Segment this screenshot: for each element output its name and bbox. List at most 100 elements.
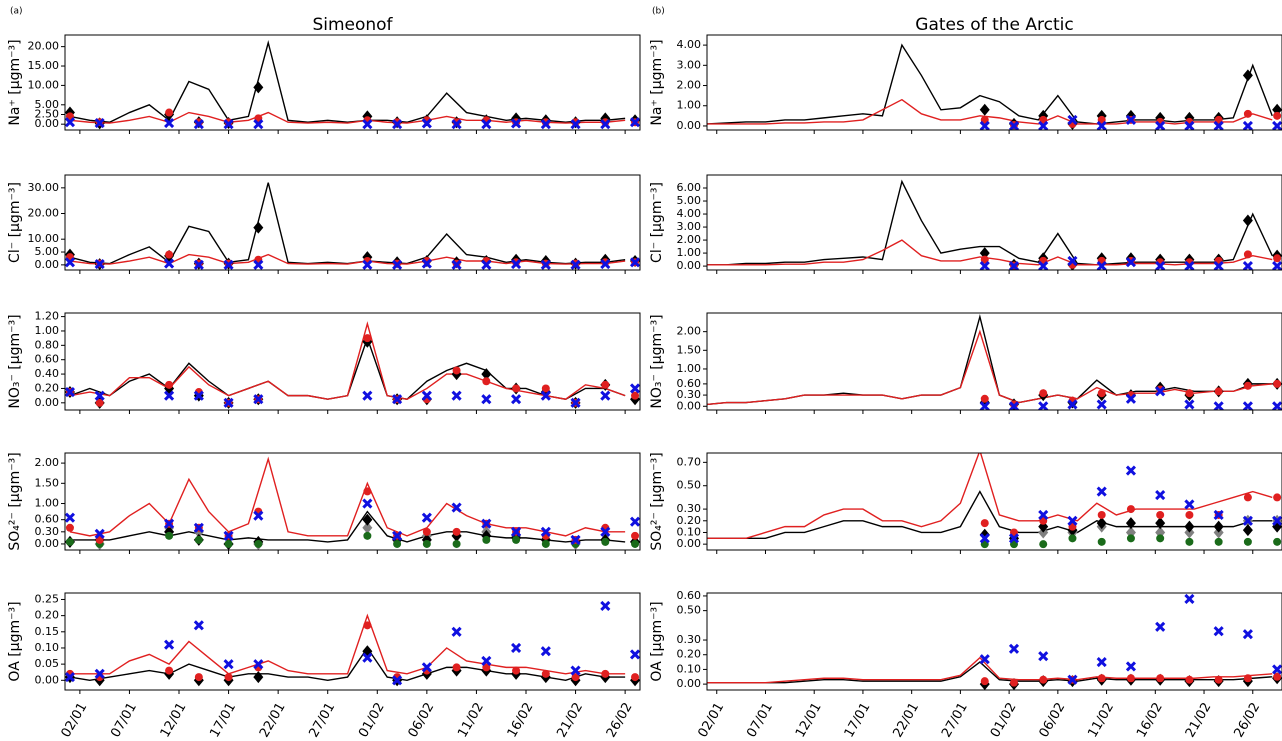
panel: 0.001.002.003.004.005.006.00 Cl⁻ [μgm⁻³] bbox=[649, 174, 1282, 274]
x-marker bbox=[540, 646, 551, 657]
circle-marker bbox=[1243, 250, 1252, 259]
x-marker bbox=[65, 257, 76, 268]
circle-marker bbox=[1039, 675, 1048, 684]
diamond-marker bbox=[1184, 520, 1195, 533]
x-marker bbox=[979, 533, 990, 544]
circle-marker bbox=[1214, 537, 1223, 546]
panel: 0.000.300.60 1.00 1.50 2.00 NO₃⁻ [μgm⁻³] bbox=[649, 312, 1282, 414]
y-tick-label: 0.10 bbox=[35, 641, 60, 654]
circle-marker bbox=[1126, 505, 1135, 514]
circle-marker bbox=[452, 663, 461, 672]
diamond-marker bbox=[979, 103, 990, 116]
panel: 0.00 0.100.20 0.30 0.50 0.60 02/01 07/01 12/01 1… bbox=[649, 589, 1282, 740]
x-marker bbox=[421, 512, 432, 523]
y-tick-label: 0.00 bbox=[677, 259, 702, 272]
plot-area bbox=[707, 313, 1282, 410]
x-marker bbox=[1272, 515, 1282, 526]
circle-marker bbox=[1039, 540, 1048, 549]
x-tick-label: 17/01 bbox=[842, 700, 874, 740]
circle-marker bbox=[224, 539, 233, 548]
y-tick-label: 1.00 bbox=[677, 246, 702, 259]
y-tick-label: 5.00 bbox=[677, 194, 702, 207]
y-tick-label: 0.30 bbox=[677, 502, 702, 515]
series-line bbox=[69, 646, 626, 682]
circle-marker bbox=[601, 669, 610, 678]
x-marker bbox=[1038, 120, 1049, 130]
y-tick-label: 0.10 bbox=[677, 525, 702, 538]
x-tick-label: 06/02 bbox=[1037, 700, 1069, 740]
x-marker bbox=[600, 259, 611, 270]
x-marker bbox=[570, 397, 581, 408]
circle-marker bbox=[1243, 109, 1252, 118]
x-marker bbox=[451, 626, 462, 637]
x-marker bbox=[253, 659, 264, 670]
circle-marker bbox=[95, 398, 104, 407]
y-tick-label: 30.00 bbox=[28, 181, 60, 194]
diamond-marker bbox=[253, 671, 264, 684]
circle-marker bbox=[1243, 537, 1252, 546]
x-marker bbox=[451, 502, 462, 513]
x-marker bbox=[1272, 664, 1282, 675]
circle-marker bbox=[165, 250, 174, 259]
x-tick-label: 12/01 bbox=[158, 700, 190, 740]
x-marker bbox=[1096, 486, 1107, 497]
x-marker bbox=[223, 259, 234, 270]
y-tick-label: 1.00 bbox=[677, 362, 702, 375]
x-marker bbox=[1067, 674, 1078, 685]
x-marker bbox=[1125, 114, 1137, 125]
circle-marker bbox=[1185, 389, 1194, 398]
y-tick-label: 0.30 bbox=[677, 633, 702, 646]
x-marker bbox=[1125, 257, 1137, 268]
x-marker bbox=[540, 390, 551, 401]
x-tick-label: 21/02 bbox=[554, 700, 586, 740]
axes-frame bbox=[706, 592, 1282, 691]
diamond-marker bbox=[362, 513, 373, 526]
y-axis-label: NO₃⁻ [μgm⁻³] bbox=[649, 314, 665, 408]
axes-frame bbox=[706, 174, 1282, 271]
x-marker bbox=[1242, 401, 1253, 410]
y-tick-label: 0.60 bbox=[677, 377, 702, 390]
x-marker bbox=[421, 390, 432, 401]
x-marker bbox=[511, 642, 522, 654]
axes-frame bbox=[64, 34, 641, 131]
circle-marker bbox=[571, 673, 580, 682]
series-line bbox=[707, 239, 1273, 266]
plot-area bbox=[707, 593, 1282, 690]
x-tick-label: 06/02 bbox=[406, 700, 438, 740]
plot-area bbox=[707, 43, 1282, 130]
x-marker bbox=[421, 258, 432, 269]
circle-marker bbox=[452, 539, 461, 548]
series-line bbox=[707, 656, 1273, 684]
y-tick-label: 1.00 bbox=[35, 497, 60, 510]
y-tick-label: 0.20 bbox=[677, 648, 702, 661]
x-marker bbox=[1096, 657, 1107, 668]
x-marker bbox=[94, 117, 105, 129]
circle-marker bbox=[254, 539, 263, 548]
y-axis-label: NO₃⁻ [μgm⁻³] bbox=[7, 314, 23, 408]
x-marker bbox=[481, 259, 492, 270]
y-tick-label: 15.00 bbox=[28, 59, 60, 72]
panel: 0.00 1.00 2.00 3.00 4.00 Na⁺ [μgm⁻³] Gates of … bbox=[649, 7, 1282, 134]
x-marker bbox=[1155, 261, 1166, 270]
x-marker bbox=[1184, 593, 1195, 604]
y-tick-label: 0.00 bbox=[35, 258, 60, 271]
chart-title: Gates of the Arctic bbox=[915, 15, 1073, 35]
circle-marker bbox=[1273, 672, 1282, 681]
x-marker bbox=[1008, 261, 1020, 270]
y-tick-label: 0.25 bbox=[35, 592, 60, 605]
x-tick-label: 16/02 bbox=[505, 700, 537, 740]
x-tick-label: 11/02 bbox=[455, 700, 487, 740]
x-marker bbox=[1184, 120, 1195, 130]
y-tick-label: 10.00 bbox=[28, 78, 60, 91]
y-tick-label: 0.80 bbox=[35, 338, 60, 351]
x-tick-label: 02/01 bbox=[696, 700, 728, 740]
series-line bbox=[69, 336, 626, 400]
x-marker bbox=[629, 117, 640, 128]
x-marker bbox=[164, 117, 175, 129]
circle-marker bbox=[1009, 678, 1018, 687]
circle-marker bbox=[980, 677, 989, 686]
x-tick-label: 07/01 bbox=[744, 700, 776, 740]
x-marker bbox=[600, 390, 611, 401]
x-marker bbox=[421, 662, 432, 673]
circle-marker bbox=[512, 535, 521, 544]
